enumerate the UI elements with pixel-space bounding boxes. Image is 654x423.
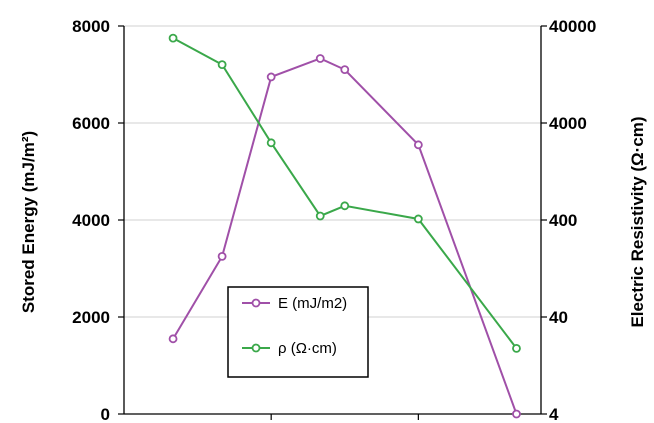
data-point: [315, 211, 325, 221]
left-tick-label: 4000: [72, 211, 110, 230]
legend-swatch-energy-marker: [251, 298, 261, 308]
data-point: [413, 140, 423, 150]
data-point: [340, 201, 350, 211]
series-energy: [168, 54, 521, 419]
data-point: [315, 54, 325, 63]
left-axis-title: Stored Energy (mJ/m²): [19, 131, 38, 313]
left-tick-label: 6000: [72, 114, 110, 133]
legend-label-resistivity: ρ (Ω·cm): [278, 340, 337, 357]
right-axis-ticks: 4 40 400 4000 40000: [541, 17, 596, 423]
right-tick-label: 40: [549, 308, 568, 327]
left-axis-ticks: 0 2000 4000 6000 8000: [72, 17, 124, 423]
series-layer: [168, 33, 521, 419]
left-tick-label: 8000: [72, 17, 110, 36]
right-tick-label: 400: [549, 211, 577, 230]
data-point: [340, 65, 350, 75]
data-point: [413, 214, 423, 224]
data-point: [168, 334, 178, 344]
data-point: [266, 138, 276, 148]
data-point: [217, 251, 227, 261]
right-tick-label: 4000: [549, 114, 587, 133]
left-tick-label: 0: [101, 405, 110, 423]
legend-label-energy: E (mJ/m2): [278, 295, 347, 312]
right-axis-title: Electric Resistivity (Ω·cm): [628, 116, 647, 327]
legend: E (mJ/m2) ρ (Ω·cm): [227, 286, 369, 378]
data-point: [168, 33, 178, 43]
right-tick-label: 40000: [549, 17, 596, 36]
legend-swatch-resistivity-marker: [251, 343, 261, 353]
left-tick-label: 2000: [72, 308, 110, 327]
right-tick-label: 4: [549, 405, 559, 423]
data-point: [266, 72, 276, 82]
data-point: [512, 343, 521, 353]
gridlines: [124, 25, 541, 318]
data-point: [512, 409, 521, 419]
data-point: [217, 60, 227, 70]
series-resistivity: [168, 33, 521, 353]
